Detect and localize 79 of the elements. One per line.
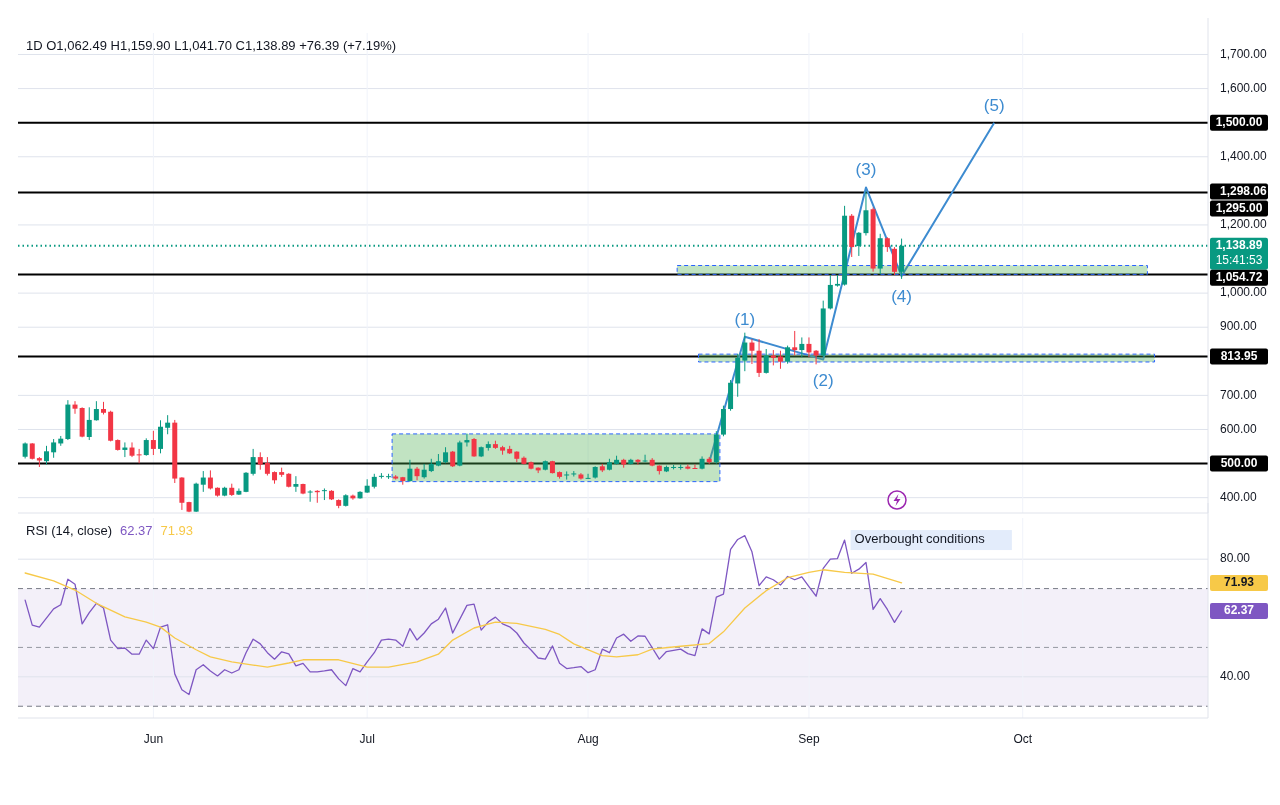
ref-line-label: 500.00: [1220, 455, 1258, 470]
text: 62.37: [1223, 603, 1255, 618]
annotation: (3): [855, 160, 877, 180]
x-tick-label: Sep: [798, 732, 820, 746]
annotation: (1): [734, 309, 756, 329]
candlestick: [813, 349, 819, 365]
annotation: (2): [812, 370, 834, 390]
candlestick: [165, 414, 171, 435]
candlestick: [250, 448, 256, 476]
annotation: 62.37: [119, 523, 153, 538]
x-tick-label: Oct: [1013, 732, 1033, 746]
legend-label: 1,295.00: [1215, 200, 1263, 215]
x-tick-label: Jul: [359, 732, 375, 746]
candlestick: [792, 330, 798, 356]
annotation: (4): [891, 287, 912, 307]
ref-line-label: 1,054.72: [1215, 269, 1263, 284]
candlestick: [827, 274, 833, 310]
chart-title: RSI (14, close): [26, 523, 112, 538]
y-tick-label: 1,400.00: [1220, 148, 1268, 163]
candlestick: [207, 469, 213, 490]
text: 71.93: [1223, 575, 1255, 590]
candlestick: [150, 430, 156, 456]
candlestick: [93, 400, 99, 422]
ref-line-label: 1,138.89: [1215, 237, 1263, 252]
candlestick: [307, 489, 313, 503]
y-tick-label: 1,000.00: [1220, 285, 1268, 300]
candlestick: [777, 350, 783, 370]
y-tick-label: 1,600.00: [1220, 80, 1268, 95]
candlestick: [742, 332, 748, 372]
y-tick-label: 1,200.00: [1220, 217, 1268, 232]
x-tick-label: Jun: [143, 732, 164, 746]
candlestick: [264, 456, 270, 476]
x-tick-label: Aug: [577, 732, 599, 746]
y-tick-label: 1,298.06: [1220, 183, 1268, 198]
candlestick: [692, 464, 698, 470]
candlestick: [471, 437, 477, 458]
candlestick: [585, 473, 591, 480]
candlestick: [806, 336, 812, 358]
candlestick: [785, 345, 791, 365]
candlestick: [200, 470, 206, 493]
candlestick: [863, 191, 869, 236]
candlestick: [378, 472, 384, 480]
y-tick-label: 700.00: [1220, 387, 1258, 402]
candlestick: [414, 466, 420, 481]
candlestick: [72, 400, 78, 415]
y-tick-label: 80.00: [1220, 551, 1251, 566]
candlestick: [799, 336, 805, 358]
candlestick: [891, 246, 897, 276]
y-tick-label: 40.00: [1220, 669, 1251, 683]
annotation: (5): [983, 95, 1005, 115]
candlestick: [571, 470, 577, 478]
candlestick: [642, 454, 648, 463]
y-tick-label: 400.00: [1220, 489, 1258, 504]
annotation: 71.93: [160, 523, 194, 538]
y-tick-label: 1,700.00: [1220, 46, 1268, 61]
candlestick: [756, 338, 762, 378]
line-series: [24, 569, 903, 668]
candlestick: [236, 487, 242, 496]
candlestick: [763, 348, 769, 375]
candlestick: [321, 487, 327, 501]
candlestick: [51, 438, 57, 459]
candlestick: [44, 445, 49, 466]
candlestick: [158, 419, 164, 454]
candlestick: [129, 441, 135, 458]
ref-line-label: 813.95: [1220, 348, 1258, 363]
candlestick: [749, 338, 755, 365]
candlestick: [407, 459, 413, 483]
y-tick-label: 900.00: [1220, 319, 1258, 334]
ref-line-label: 1,500.00: [1215, 114, 1263, 129]
candlestick: [564, 470, 570, 481]
candlestick: [86, 406, 92, 441]
candlestick: [293, 475, 299, 493]
candlestick: [457, 440, 463, 467]
annotation: Overbought conditions: [854, 531, 986, 547]
candlestick: [136, 448, 142, 464]
chart-title: 1D O1,062.49 H1,159.90 L1,041.70 C1,138.89 +76.39 (+7.19%): [26, 38, 397, 53]
y-tick-label: 600.00: [1220, 421, 1258, 436]
candlestick: [635, 458, 641, 466]
text: 15:41:53: [1215, 252, 1263, 267]
